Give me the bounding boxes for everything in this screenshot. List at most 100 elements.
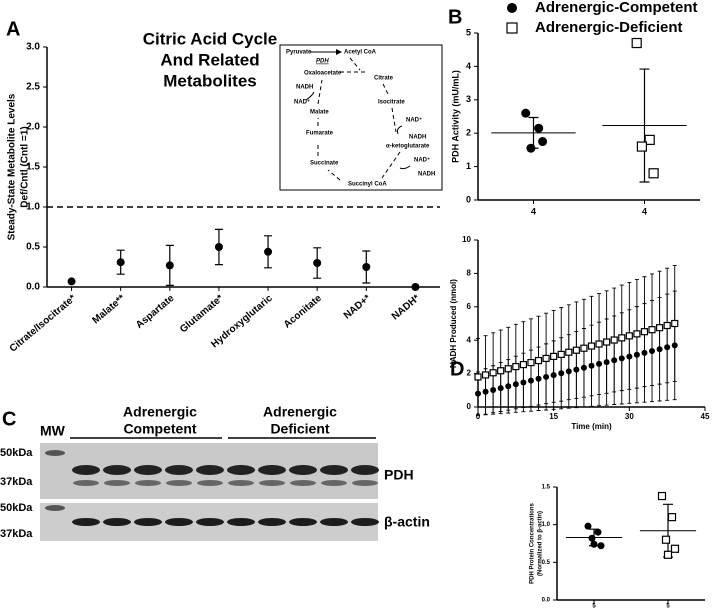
mw-marker: 37kDa [0, 476, 33, 488]
y-axis-label: PDH Protein Concentrations [530, 503, 536, 584]
x-tick-label: 5 [666, 604, 670, 609]
blot-band [197, 480, 223, 486]
panel-label: D [450, 358, 464, 380]
blot-band [103, 465, 131, 475]
data-point [165, 261, 174, 270]
marker [590, 540, 598, 548]
marker [482, 388, 489, 395]
cofactor-arrows [305, 91, 411, 170]
marker [633, 330, 641, 338]
y-tick-label: 0.0 [26, 282, 40, 293]
marker [631, 37, 642, 49]
marker [558, 370, 565, 377]
blot-band [352, 480, 378, 486]
marker [481, 371, 490, 379]
x-tick-label: NADH* [390, 293, 422, 323]
blot-band [351, 465, 379, 475]
x-tick-label: 4 [642, 206, 647, 216]
x-tick-label: 0 [476, 412, 481, 421]
mw-marker: 50kDa [0, 502, 33, 514]
marker [603, 359, 610, 366]
cofactor: NADH [418, 172, 435, 178]
marker [573, 366, 580, 373]
marker [657, 491, 667, 501]
y-tick-label: 1.5 [26, 162, 40, 173]
group-label: Deficient [270, 421, 329, 437]
marker [667, 513, 677, 522]
cofactor: NADH [296, 85, 313, 91]
y-axis-label: NADH Produced (nmol) [449, 279, 458, 368]
marker [580, 344, 588, 352]
y-tick-label: 6 [467, 302, 472, 311]
marker [664, 344, 671, 351]
panel-label: B [448, 6, 462, 28]
chart-title: Citric Acid Cycle [143, 29, 277, 48]
marker [625, 332, 633, 340]
pathway-inset: Pyruvate PDH Acetyl CoA Citrate Isocitra… [279, 44, 443, 191]
mw-label: MW [40, 423, 66, 439]
marker [640, 328, 649, 336]
blot-band [104, 480, 130, 486]
marker [550, 372, 557, 379]
data-point [67, 277, 76, 286]
y-tick-label: 4 [467, 335, 472, 344]
marker [648, 326, 656, 334]
blot-band [351, 518, 379, 526]
y-tick-label: 1.5 [542, 485, 551, 491]
marker [527, 377, 534, 384]
mw-marker: 50kDa [0, 447, 33, 459]
marker [557, 350, 565, 358]
y-tick-label: 10 [462, 235, 471, 244]
group-label: Adrenergic [123, 404, 197, 420]
blot-band [258, 518, 286, 526]
data-point [214, 243, 223, 251]
marker [580, 364, 587, 371]
marker [534, 123, 544, 133]
y-axis-label: PDH Activity (mU/mL) [450, 70, 460, 163]
node: Citrate [374, 76, 394, 82]
marker [588, 534, 596, 542]
marker [656, 346, 663, 353]
node: Succinate [310, 161, 339, 167]
panel-label: C [2, 408, 16, 430]
x-tick-label: 4 [531, 206, 536, 216]
marker [535, 375, 542, 382]
marker [512, 362, 520, 371]
y-tick-label: 0.5 [26, 242, 40, 253]
node: Oxaloacetate [304, 71, 342, 77]
x-tick-label: Citrate/Isocitrate* [8, 293, 79, 355]
marker [595, 340, 603, 348]
group-label: Adrenergic [263, 404, 337, 420]
marker [584, 522, 592, 530]
node: Isocitrate [378, 100, 405, 106]
blot-band [165, 518, 193, 526]
blot-band [289, 465, 317, 475]
x-tick-label: Aspartate [134, 293, 177, 331]
node: Fumarate [306, 131, 334, 137]
marker [550, 352, 558, 360]
chart-title: Metabolites [163, 71, 257, 90]
marker [497, 367, 505, 375]
marker [618, 355, 625, 362]
y-axis-label: Steady-State Metabolite Levels [7, 93, 18, 240]
y-tick-label: 2.0 [26, 122, 40, 133]
error-bar [639, 68, 650, 183]
marker [633, 351, 640, 358]
y-tick-label: 2.5 [26, 82, 40, 93]
legend-marker [506, 22, 518, 34]
y-axis-label: Def/Cntl (Cntl =1) [20, 126, 31, 207]
marker [520, 379, 527, 386]
blot-band [320, 518, 348, 526]
marker [663, 550, 673, 559]
blot-band [289, 518, 317, 526]
data-point [264, 247, 273, 256]
node: Succinyl CoA [348, 182, 387, 188]
y-tick-label: 4 [466, 61, 471, 71]
y-tick-label: 0 [467, 402, 472, 411]
marker [474, 373, 482, 381]
y-tick-label: 3.0 [26, 42, 40, 53]
data-point [362, 263, 371, 271]
legend-label: Adrenergic-Deficient [535, 19, 683, 36]
blot-band [321, 480, 347, 486]
marker [497, 385, 504, 392]
